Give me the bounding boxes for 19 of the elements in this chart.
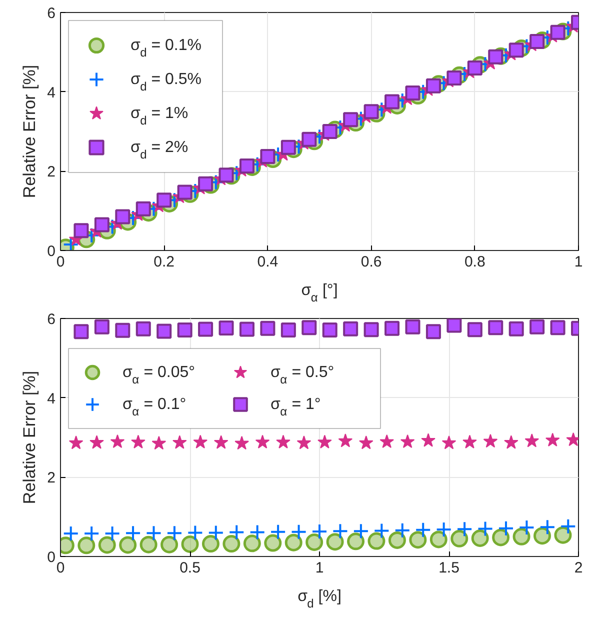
x-tick-label: 1.5 (438, 560, 460, 576)
x-tick-label: 0.4 (257, 254, 278, 270)
x-tick-label: 1 (574, 254, 583, 270)
y-tick-label: 6 (47, 311, 56, 328)
x-tick-label: 1 (315, 560, 324, 576)
x-tick-label: 0.6 (360, 254, 382, 270)
y-tick-label: 2 (47, 164, 56, 181)
x-tick-label: 0.2 (154, 254, 175, 270)
y-tick-label: 2 (47, 470, 56, 487)
y-tick-label: 6 (47, 5, 56, 22)
y-tick-label: 4 (47, 390, 56, 408)
y-axis-title: Relative Error [%] (20, 370, 40, 504)
y-tick-label: 0 (47, 243, 56, 260)
y-tick-label: 0 (47, 549, 56, 566)
x-tick-label: 0.5 (180, 560, 200, 576)
x-tick-label: 2 (574, 560, 583, 576)
y-tick-label: 4 (47, 84, 56, 102)
x-tick-label: 0.8 (464, 254, 486, 270)
y-axis-title: Relative Error [%] (20, 64, 40, 198)
